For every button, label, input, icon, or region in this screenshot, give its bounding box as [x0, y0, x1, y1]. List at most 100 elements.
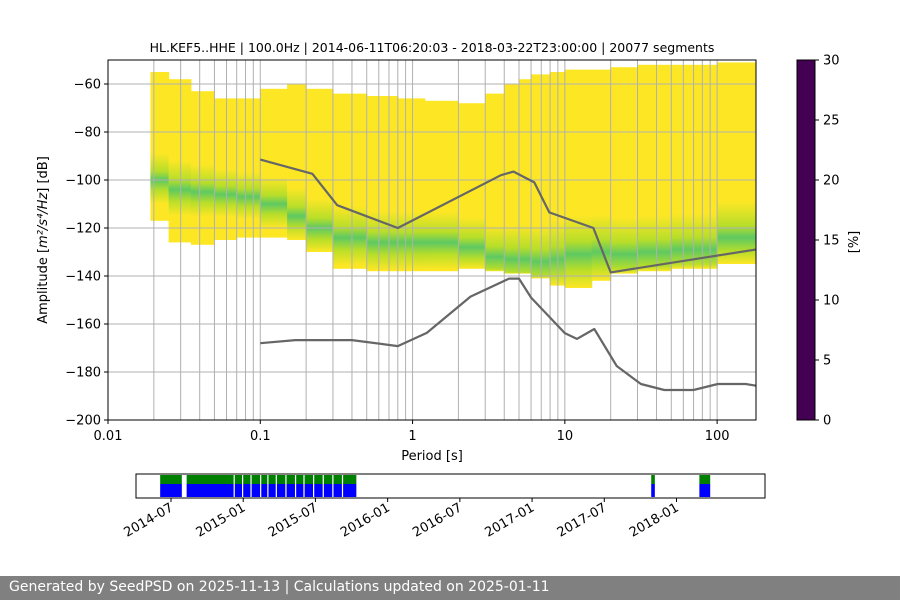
density-column	[610, 67, 639, 274]
colorbar-ticks: 0 5 10 15 20 25 30	[815, 54, 840, 429]
psd-density-layer	[150, 62, 756, 288]
x-tick-label: 100	[705, 429, 730, 444]
timeline-span-top	[651, 475, 655, 484]
density-column	[306, 88, 334, 252]
timeline-span-bottom	[304, 484, 314, 497]
psd-figure: 0.01 0.1 1 10 100 −200−180−160−140−120−100−8…	[36, 40, 862, 541]
plot-frame	[107, 59, 757, 421]
density-column	[564, 69, 593, 288]
timeline-span-top	[234, 475, 243, 484]
timeline-span-bottom	[261, 484, 268, 497]
y-tick-label: −80	[74, 126, 101, 141]
timeline-span-top	[243, 475, 251, 484]
y-tick-label: −180	[65, 366, 101, 381]
y-tick-label: −140	[65, 270, 101, 285]
timeline-span-top	[304, 475, 314, 484]
y-tick-label: −200	[65, 414, 101, 429]
grid-lines	[108, 60, 756, 420]
timeline-span-top	[286, 475, 295, 484]
colorbar-tick-label: 30	[823, 54, 840, 69]
timeline-tick-label: 2018-01	[627, 500, 682, 540]
timeline-span-top	[251, 475, 261, 484]
footer-text: Generated by SeedPSD on 2025-11-13 | Cal…	[9, 579, 550, 595]
colorbar-tick-label: 10	[823, 294, 840, 309]
timeline-ticks: 2014-07 2015-01 2015-07 2016-01 2016-07 2017-…	[121, 498, 682, 541]
x-tick-label: 10	[557, 429, 574, 444]
y-tick-label: −100	[65, 174, 101, 189]
timeline-span-bottom	[286, 484, 295, 497]
timeline-span-top	[160, 475, 182, 484]
density-column	[519, 79, 532, 274]
colorbar	[796, 59, 816, 421]
density-column	[214, 98, 238, 241]
timeline-span-top	[333, 475, 342, 484]
series-nlnm	[260, 277, 756, 392]
colorbar-tick-label: 25	[823, 114, 840, 129]
timeline-span-top	[323, 475, 333, 484]
y-tick-label: −60	[74, 78, 101, 93]
y-axis-ticks: −200 −180 −160 −140 −120 −100 −80 −60	[65, 78, 108, 429]
timeline-span-bottom	[333, 484, 342, 497]
density-column	[671, 64, 718, 269]
density-column	[424, 100, 460, 272]
timeline-span-bottom	[160, 484, 182, 497]
colorbar-label: [%]	[847, 231, 862, 254]
timeline-tick-label: 2016-07	[410, 500, 465, 540]
timeline-span-top	[276, 475, 286, 484]
timeline-span-bottom	[276, 484, 286, 497]
series-nhnm	[260, 158, 756, 274]
timeline-tick-label: 2017-01	[483, 500, 538, 540]
x-tick-label: 1	[408, 429, 416, 444]
x-tick-label: 0.1	[250, 429, 271, 444]
density-column	[485, 93, 505, 272]
density-column	[168, 79, 192, 243]
colorbar-tick-label: 5	[823, 354, 831, 369]
timeline-span-bottom	[243, 484, 251, 497]
timeline-frame	[135, 473, 766, 499]
timeline-span-bottom	[186, 484, 234, 497]
y-tick-label: −160	[65, 318, 101, 333]
y-axis-label: Amplitude [m²/s⁴/Hz] [dB]	[36, 156, 51, 324]
density-column	[332, 93, 368, 269]
timeline-span-top	[343, 475, 357, 484]
y-tick-label: −120	[65, 222, 101, 237]
timeline-span-top	[261, 475, 268, 484]
density-column	[236, 98, 261, 238]
timeline-span-top	[186, 475, 234, 484]
x-axis-label: Period [s]	[401, 449, 463, 464]
timeline-span-bottom	[296, 484, 304, 497]
density-column	[717, 62, 756, 265]
density-column	[397, 98, 426, 272]
x-tick-label: 0.01	[94, 429, 123, 444]
density-column	[366, 96, 399, 272]
timeline-span-top	[268, 475, 276, 484]
colorbar-tick-label: 20	[823, 174, 840, 189]
timeline-tick-label: 2015-01	[194, 500, 249, 540]
timeline-span-bottom	[251, 484, 261, 497]
timeline-span-bottom	[268, 484, 276, 497]
timeline-tick-label: 2014-07	[121, 500, 176, 540]
colorbar-tick-label: 0	[823, 414, 831, 429]
timeline-span-bottom	[323, 484, 333, 497]
timeline-span-top	[314, 475, 323, 484]
timeline-span-bottom	[699, 484, 711, 497]
density-column	[637, 64, 672, 272]
timeline-span-top	[296, 475, 304, 484]
density-column	[150, 72, 170, 221]
timeline-span-bottom	[651, 484, 655, 497]
footer-bar: Generated by SeedPSD on 2025-11-13 | Cal…	[0, 576, 900, 600]
density-column	[504, 84, 520, 274]
density-column	[287, 84, 307, 240]
timeline-tick-label: 2015-07	[266, 500, 321, 540]
timeline-span-bottom	[343, 484, 357, 497]
colorbar-tick-label: 15	[823, 234, 840, 249]
timeline-tick-label: 2016-01	[338, 500, 393, 540]
timeline-spans	[160, 475, 711, 497]
timeline-span-top	[699, 475, 711, 484]
timeline-span-bottom	[234, 484, 243, 497]
noise-model-layer	[260, 158, 756, 392]
timeline-tick-label: 2017-07	[555, 500, 610, 540]
x-axis-ticks: 0.01 0.1 1 10 100	[94, 420, 730, 444]
density-column	[190, 91, 216, 245]
timeline-span-bottom	[314, 484, 323, 497]
